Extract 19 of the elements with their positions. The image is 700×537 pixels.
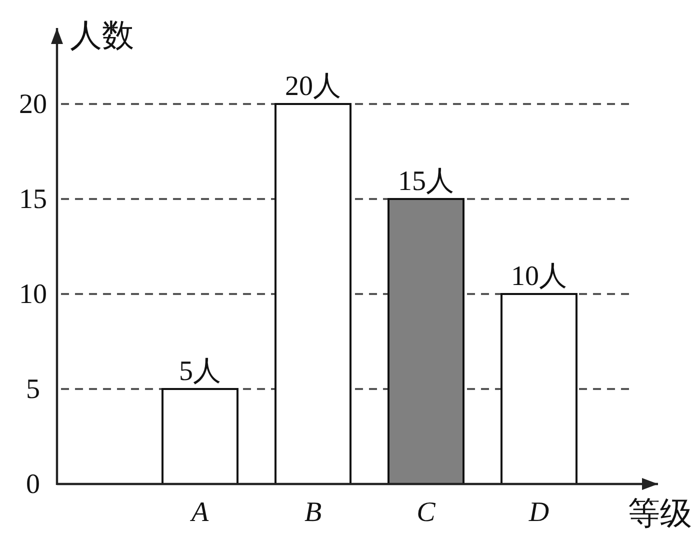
y-axis-title: 人数	[70, 17, 134, 53]
y-tick-label: 20	[19, 88, 47, 120]
y-tick-label: 0	[26, 468, 40, 500]
data-label: 10人	[511, 261, 567, 292]
x-tick-label: A	[189, 496, 210, 528]
y-tick-label: 10	[19, 278, 47, 310]
data-label: 15人	[398, 166, 454, 197]
bar	[162, 388, 238, 485]
bar	[274, 103, 352, 485]
data-label: 5人	[179, 356, 221, 387]
y-tick-label: 5	[26, 374, 40, 404]
x-tick-label: B	[304, 496, 322, 528]
bar	[388, 198, 464, 485]
y-tick-label: 15	[19, 184, 47, 214]
x-tick-label: D	[528, 496, 550, 528]
bar	[500, 293, 578, 485]
data-label: 20人	[285, 71, 341, 102]
x-axis-title: 等级	[628, 495, 692, 531]
x-tick-label: C	[416, 496, 436, 528]
